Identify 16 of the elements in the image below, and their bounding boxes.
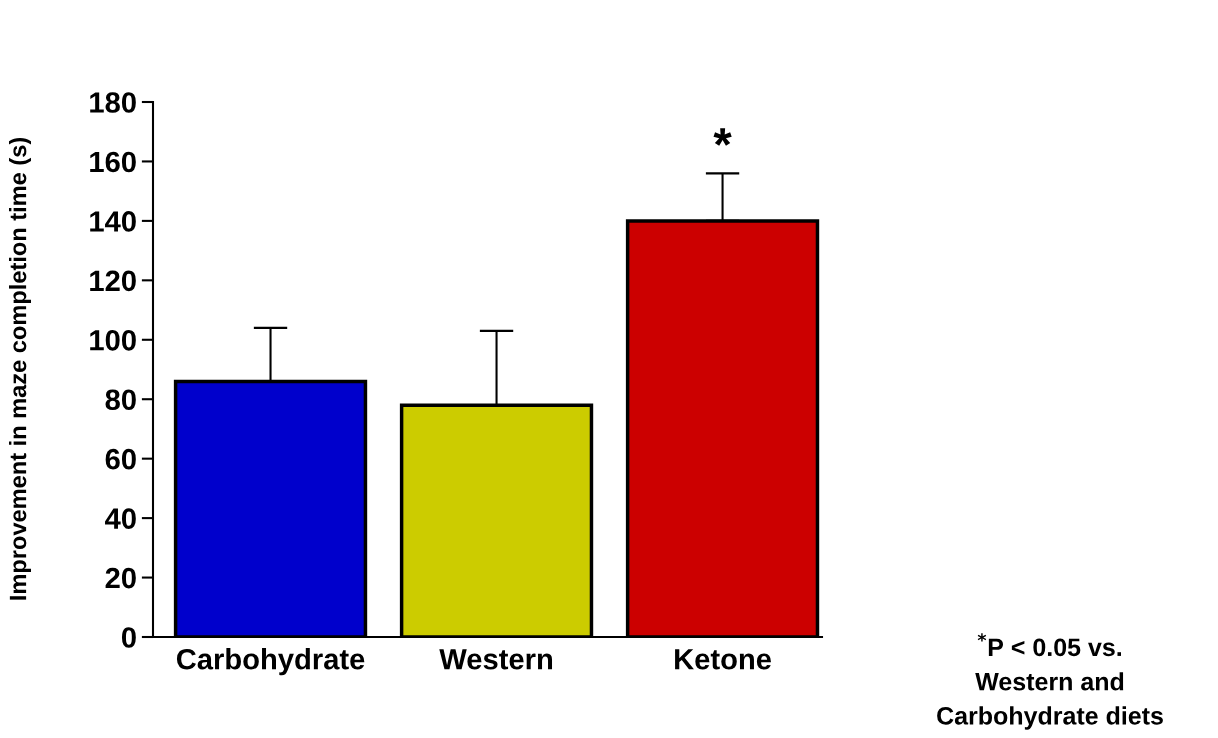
y-tick-label: 180 xyxy=(90,92,136,113)
y-tick-label: 60 xyxy=(105,448,136,470)
y-tick-label: 160 xyxy=(90,151,136,173)
y-tick-label: 140 xyxy=(90,211,136,232)
x-tick-label: Carbohydrate xyxy=(176,648,365,676)
annotation: * xyxy=(713,128,732,146)
y-tick-label: 100 xyxy=(90,329,136,351)
y-tick-label: 20 xyxy=(105,567,136,589)
text: $^{*}$P < 0.05 vs. Western and Carbohydrate diets xyxy=(937,633,1163,730)
y-tick-label: 40 xyxy=(105,508,136,529)
y-tick-label: 0 xyxy=(121,627,136,648)
x-tick-label: Ketone xyxy=(675,649,771,670)
y-axis-title: Improvement in maze completion time (s) xyxy=(9,137,31,600)
x-tick-label: Western xyxy=(439,649,553,670)
y-tick-label: 80 xyxy=(105,389,136,411)
y-tick-label: 120 xyxy=(90,270,136,292)
